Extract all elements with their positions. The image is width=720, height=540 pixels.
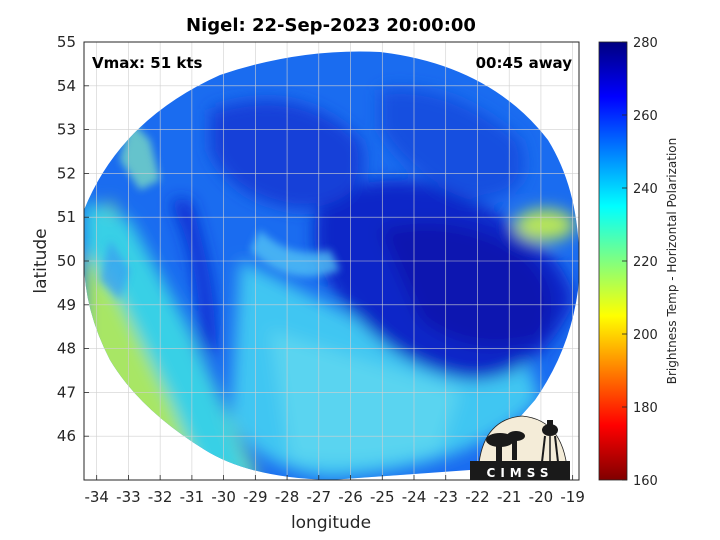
y-tick-label: 54	[57, 77, 76, 95]
colorbar-label: Brightness Temp - Horizontal Polarizatio…	[665, 138, 679, 385]
y-tick-label: 51	[57, 208, 76, 226]
time-away-label: 00:45 away	[476, 54, 573, 72]
x-tick-label: -34	[84, 488, 109, 506]
x-tick-label: -25	[370, 488, 395, 506]
x-tick-label: -31	[180, 488, 205, 506]
colorbar-tick-label: 160	[633, 474, 658, 489]
colorbar-tick-label: 260	[633, 109, 658, 124]
satellite-swath	[84, 51, 579, 480]
x-tick-label: -20	[529, 488, 554, 506]
x-tick-label: -22	[465, 488, 490, 506]
x-tick-label: -26	[338, 488, 363, 506]
satellite-dish-icon	[486, 431, 525, 462]
colorbar-tick-label: 240	[633, 182, 658, 197]
y-tick-label: 55	[57, 33, 76, 51]
y-axis-label: latitude	[31, 228, 51, 293]
y-tick-label: 49	[57, 296, 76, 314]
y-tick-label: 53	[57, 121, 76, 139]
x-tick-label: -30	[211, 488, 236, 506]
x-tick-label: -23	[433, 488, 458, 506]
y-tick-label: 52	[57, 164, 76, 182]
x-axis: -34 -33 -32 -31 -30 -29 -28 -27 -26 -25 -24 -23 -22-…	[84, 475, 585, 506]
x-tick-label: -19	[560, 488, 585, 506]
colorbar-tick-label: 200	[633, 328, 658, 343]
colorbar-tick-label: 280	[633, 36, 658, 51]
colorbar-tick-label: 180	[633, 401, 658, 416]
y-tick-label: 47	[57, 383, 76, 401]
vmax-label: Vmax: 51 kts	[92, 54, 202, 72]
y-axis: 46 47 48 49 50 51 52 53 54 55	[57, 33, 89, 445]
chart-title: Nigel: 22-Sep-2023 20:00:00	[186, 15, 476, 36]
cimss-logo: CIMSS	[470, 415, 570, 481]
x-axis-label: longitude	[291, 513, 371, 533]
y-tick-label: 48	[57, 340, 76, 358]
logo-text: CIMSS	[487, 466, 554, 480]
x-tick-label: -27	[307, 488, 332, 506]
y-tick-label: 46	[57, 427, 76, 445]
grid-lines	[84, 41, 579, 480]
colorbar: 160 180 200 220 240 260 280 Brightness Temp - …	[598, 36, 679, 489]
x-tick-label: -29	[243, 488, 268, 506]
colorbar-tick-label: 220	[633, 255, 658, 270]
x-tick-label: -32	[148, 488, 173, 506]
y-tick-label: 50	[57, 252, 76, 270]
water-tower-icon	[541, 420, 559, 463]
x-tick-label: -33	[116, 488, 141, 506]
x-tick-label: -28	[275, 488, 300, 506]
x-tick-label: -21	[497, 488, 522, 506]
x-tick-label: -24	[402, 488, 427, 506]
